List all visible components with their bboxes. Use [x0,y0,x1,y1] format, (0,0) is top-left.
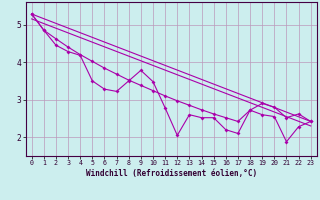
X-axis label: Windchill (Refroidissement éolien,°C): Windchill (Refroidissement éolien,°C) [86,169,257,178]
